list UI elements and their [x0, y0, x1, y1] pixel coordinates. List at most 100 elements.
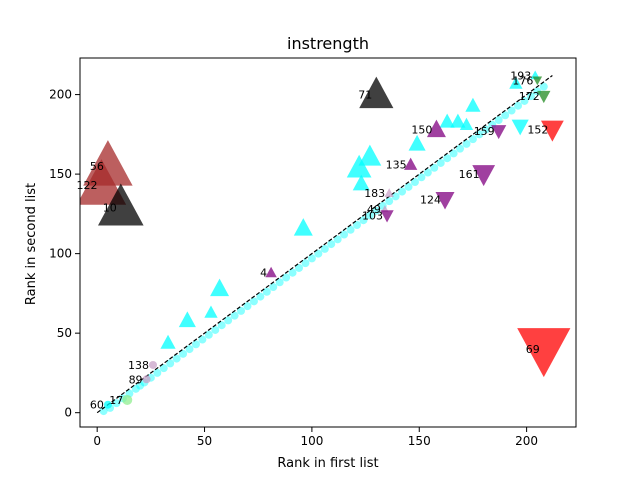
band-point	[112, 399, 121, 408]
band-point	[282, 273, 291, 282]
band-point	[211, 325, 220, 334]
scatter-marker	[459, 117, 474, 131]
point-label: 193	[510, 69, 531, 82]
labeled-point-marker	[142, 375, 151, 384]
scatter-marker	[358, 144, 382, 166]
labeled-point-marker	[404, 157, 418, 170]
band-point	[224, 316, 233, 325]
band-point	[301, 259, 310, 268]
band-point	[430, 163, 439, 172]
point-label: 49	[367, 203, 381, 216]
labeled-point-marker	[540, 120, 564, 142]
x-tick-label: 200	[515, 434, 538, 448]
band-point	[340, 230, 349, 239]
labeled-point-marker	[491, 125, 507, 140]
point-label: 56	[90, 160, 104, 173]
band-point	[398, 187, 407, 196]
band-point	[385, 197, 394, 206]
band-point	[514, 101, 523, 110]
point-label: 10	[103, 202, 117, 215]
labeled-point-marker	[80, 159, 127, 205]
band-point	[185, 345, 194, 354]
y-axis-label: Rank in second list	[24, 183, 39, 305]
band-point	[468, 135, 477, 144]
band-point	[417, 173, 426, 182]
diagonal-line	[96, 75, 553, 414]
band-point	[131, 384, 140, 393]
band-point	[136, 381, 145, 390]
band-point	[475, 130, 484, 139]
band-point	[249, 297, 258, 306]
band-point	[333, 235, 342, 244]
labeled-point-marker	[384, 188, 394, 197]
band-point	[456, 144, 465, 153]
band-point	[352, 221, 361, 230]
x-tick-label: 150	[408, 434, 431, 448]
x-tick-label: 50	[197, 434, 212, 448]
band-point	[237, 306, 246, 315]
band-point	[539, 82, 548, 91]
labeled-point-marker	[265, 266, 277, 278]
y-tick-label: 200	[49, 88, 72, 102]
band-point	[288, 268, 297, 277]
scatter-marker	[346, 154, 372, 178]
band-point	[436, 158, 445, 167]
band-point	[391, 192, 400, 201]
labeled-point-marker	[472, 165, 496, 187]
band-point	[269, 283, 278, 292]
labeled-point-marker	[122, 394, 133, 405]
x-tick-label: 0	[93, 434, 101, 448]
scatter-marker	[210, 278, 230, 297]
band-point	[99, 407, 108, 416]
band-point	[320, 244, 329, 253]
band-point	[526, 92, 535, 101]
band-point	[307, 254, 316, 263]
labeled-point-marker	[426, 119, 446, 138]
band-point	[166, 359, 175, 368]
band-point	[153, 368, 162, 377]
band-point	[494, 116, 503, 125]
point-label: 161	[459, 168, 480, 181]
point-label: 150	[411, 124, 432, 137]
point-label: 172	[519, 90, 540, 103]
band-point	[443, 154, 452, 163]
scatter-marker	[450, 113, 466, 128]
point-label: 4	[260, 267, 267, 280]
band-point	[230, 311, 239, 320]
labeled-point-marker	[103, 400, 112, 409]
band-point	[256, 292, 265, 301]
band-point	[243, 302, 252, 311]
band-point	[359, 216, 368, 225]
point-label: 124	[420, 194, 441, 207]
point-label: 135	[386, 159, 407, 172]
y-tick-label: 150	[49, 167, 72, 181]
x-axis-label: Rank in first list	[277, 456, 378, 471]
point-label: 60	[90, 399, 104, 412]
scatter-marker	[511, 119, 529, 136]
band-point	[462, 139, 471, 148]
band-point	[372, 206, 381, 215]
band-point	[449, 149, 458, 158]
y-tick-label: 100	[49, 247, 72, 261]
point-label: 89	[129, 373, 143, 386]
labeled-point-marker	[149, 360, 158, 369]
band-point	[262, 287, 271, 296]
labeled-point-marker	[537, 90, 551, 104]
band-point	[314, 249, 323, 258]
labeled-point-marker	[532, 76, 543, 86]
scatter-marker	[160, 334, 176, 349]
band-point	[346, 225, 355, 234]
band-point	[501, 111, 510, 120]
point-label: 122	[76, 179, 97, 192]
point-label: 103	[362, 209, 383, 222]
band-point	[295, 263, 304, 272]
plot-frame	[79, 57, 577, 428]
labeled-point-marker	[97, 183, 144, 226]
scatter-marker	[465, 97, 481, 112]
band-point	[159, 364, 168, 373]
band-point	[410, 178, 419, 187]
labeled-point-marker	[359, 76, 394, 109]
labeled-point-marker	[380, 210, 394, 223]
